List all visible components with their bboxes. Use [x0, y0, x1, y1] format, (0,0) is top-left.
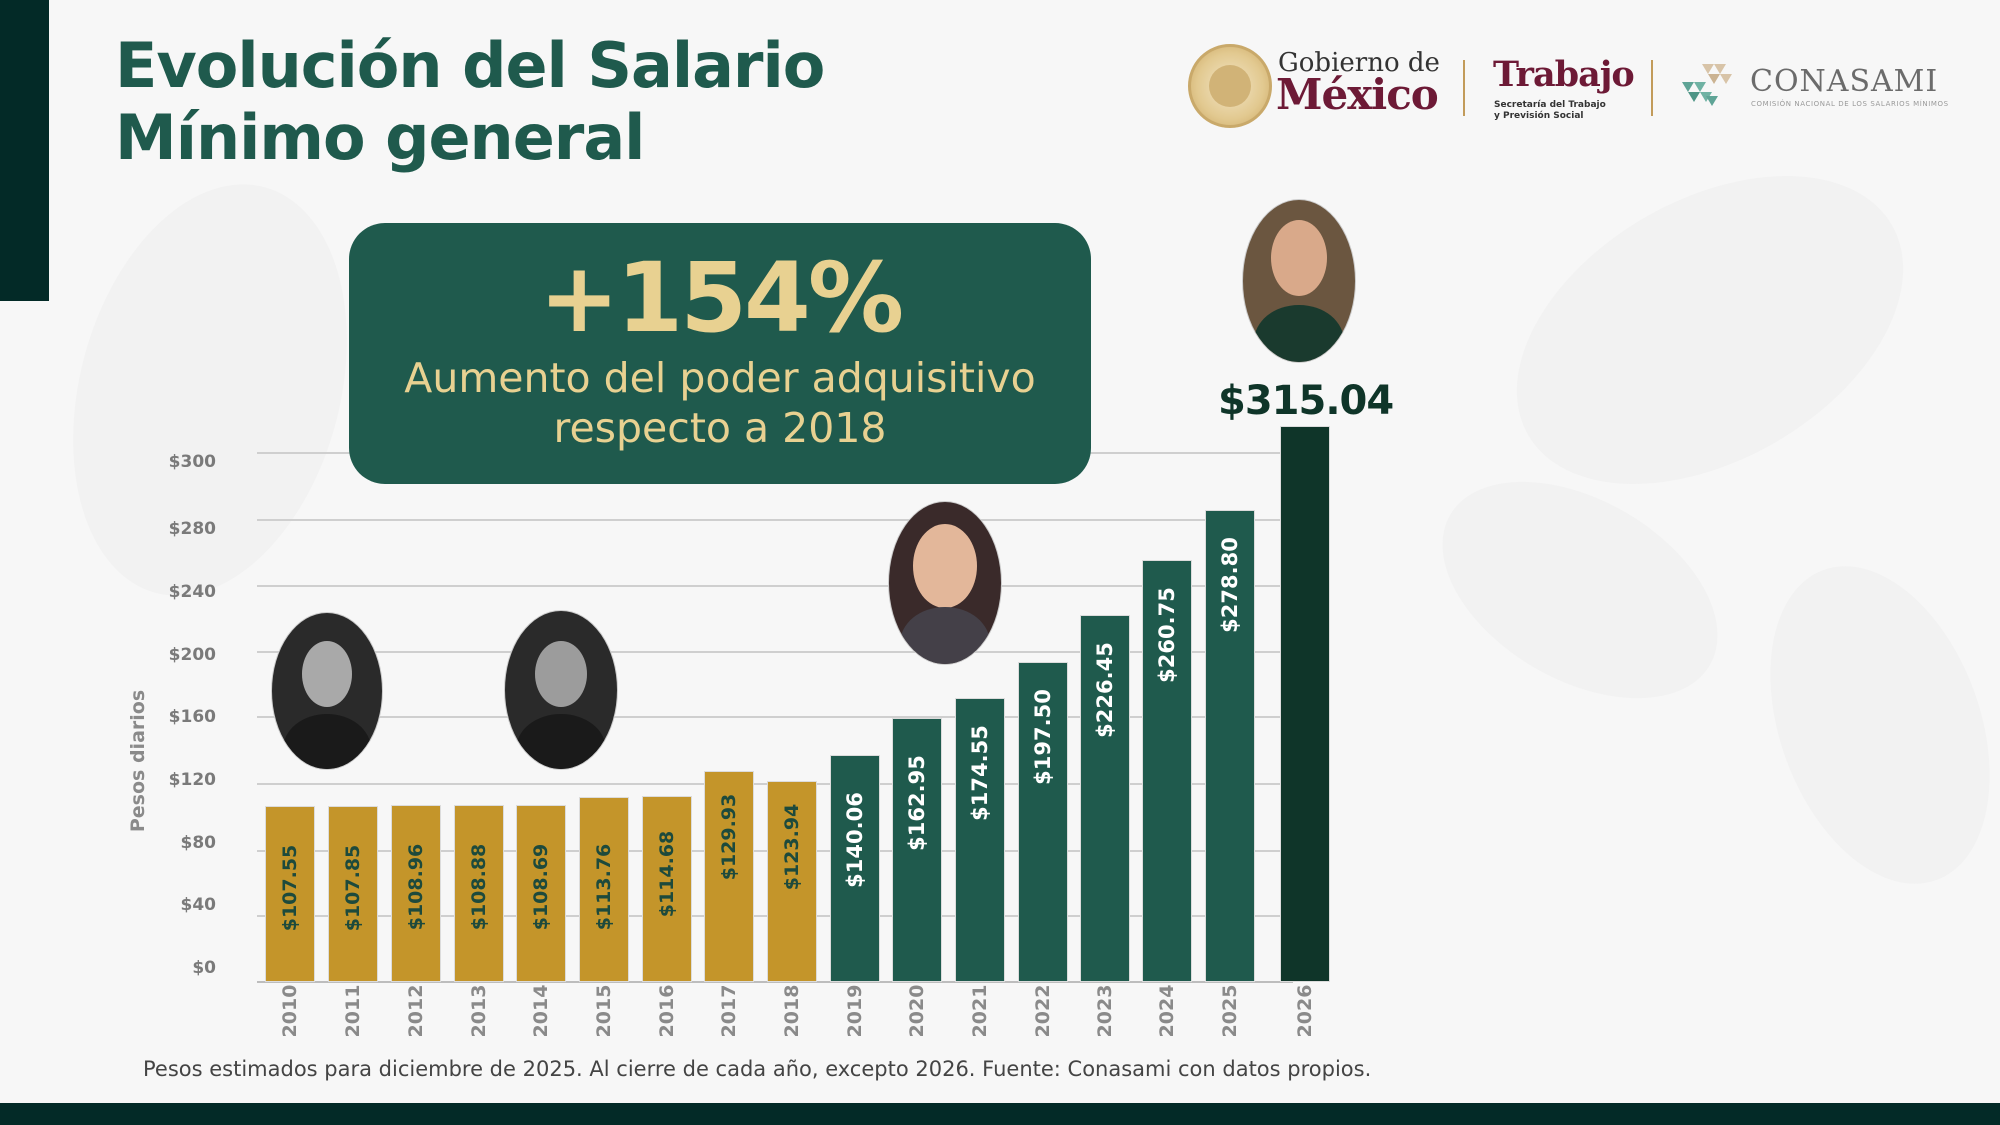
gridline	[257, 585, 1297, 587]
bar-value-label: $174.55	[968, 725, 992, 821]
bar-2013: $108.88	[454, 805, 504, 982]
bar-2026	[1280, 426, 1330, 982]
trabajo-logo: Trabajo	[1493, 54, 1635, 95]
bar-value-label: $113.76	[593, 843, 615, 931]
portrait-2010-2012	[271, 612, 383, 770]
bar-value-label: $108.96	[405, 843, 427, 931]
bar-2020: $162.95	[892, 718, 942, 982]
x-tick: 2012	[405, 984, 427, 1038]
bar-value-label: $108.69	[530, 843, 552, 931]
bar-value-label: $108.88	[468, 843, 490, 931]
bar-2015: $113.76	[579, 797, 629, 982]
bar-2014: $108.69	[516, 805, 566, 982]
x-tick: 2026	[1294, 984, 1316, 1038]
mexico-label: México	[1276, 70, 1439, 119]
callout-line-2: respecto a 2018	[553, 404, 887, 452]
bar-2017: $129.93	[704, 771, 754, 982]
bar-value-label: $107.85	[342, 844, 364, 932]
gridline	[257, 716, 1297, 718]
title-line-1: Evolución del Salario	[115, 29, 825, 102]
bar-value-label: $114.68	[656, 830, 678, 918]
y-axis-label: Pesos diarios	[127, 689, 149, 833]
trabajo-subtitle-line-1: Secretaría del Trabajo	[1494, 100, 1606, 110]
bar-2023: $226.45	[1080, 615, 1130, 982]
bar-value-label: $123.94	[781, 803, 803, 891]
y-tick: $200	[168, 645, 216, 665]
bar-2019: $140.06	[830, 755, 880, 982]
gridline	[257, 519, 1297, 521]
bar-2016: $114.68	[642, 796, 692, 982]
header-logos: Gobierno de México Trabajo Secretaría de…	[1188, 42, 1948, 132]
bar-2024: $260.75	[1142, 560, 1192, 982]
bottom-accent-bar	[0, 1103, 2000, 1125]
x-tick: 2021	[969, 984, 991, 1038]
highlight-value-2026: $315.04	[1218, 378, 1394, 424]
y-tick: $280	[168, 519, 216, 539]
x-tick: 2011	[342, 984, 364, 1038]
portrait-2013-2018	[504, 610, 618, 770]
coat-of-arms-icon	[1188, 44, 1272, 128]
x-tick: 2019	[844, 984, 866, 1038]
y-tick: $40	[180, 895, 217, 915]
bar-2021: $174.55	[955, 698, 1005, 982]
bar-2025: $278.80	[1205, 510, 1255, 982]
bar-value-label: $129.93	[718, 793, 740, 881]
y-tick: $0	[192, 958, 216, 978]
title-line-2: Mínimo general	[115, 101, 645, 174]
left-accent-bar	[0, 0, 49, 301]
callout-line-1: Aumento del poder adquisitivo	[404, 354, 1036, 402]
trabajo-subtitle: Secretaría del Trabajo y Previsión Socia…	[1494, 100, 1614, 122]
x-tick: 2025	[1219, 984, 1241, 1038]
bar-2011: $107.85	[328, 806, 378, 982]
y-tick: $120	[168, 770, 216, 790]
x-tick: 2024	[1156, 984, 1178, 1038]
gobierno-label: Gobierno de	[1278, 48, 1440, 78]
x-tick: 2016	[656, 984, 678, 1038]
conasami-icon	[1682, 64, 1732, 106]
gridline	[257, 651, 1297, 653]
bar-value-label: $278.80	[1218, 537, 1242, 633]
logo-divider	[1651, 60, 1653, 116]
x-tick: 2010	[279, 984, 301, 1038]
conasami-subtitle: COMISIÓN NACIONAL DE LOS SALARIOS MÍNIMO…	[1751, 100, 1949, 108]
portrait-2025-2026	[1242, 199, 1356, 363]
y-tick: $160	[168, 707, 216, 727]
trabajo-subtitle-line-2: y Previsión Social	[1494, 111, 1584, 121]
x-axis-line	[257, 981, 1293, 983]
bar-value-label: $162.95	[905, 755, 929, 851]
bar-value-label: $140.06	[843, 792, 867, 888]
source-footnote: Pesos estimados para diciembre de 2025. …	[143, 1057, 1372, 1081]
bar-value-label: $107.55	[279, 844, 301, 932]
x-tick: 2022	[1032, 984, 1054, 1038]
purchasing-power-callout: +154% Aumento del poder adquisitivo resp…	[349, 223, 1091, 484]
bar-2022: $197.50	[1018, 662, 1068, 982]
x-tick: 2015	[593, 984, 615, 1038]
y-tick: $240	[168, 582, 216, 602]
page-title: Evolución del Salario Mínimo general	[115, 29, 825, 174]
x-tick: 2023	[1094, 984, 1116, 1038]
bar-value-label: $226.45	[1093, 642, 1117, 738]
bar-2010: $107.55	[265, 806, 315, 982]
y-tick: $80	[180, 833, 217, 853]
logo-divider	[1463, 60, 1465, 116]
callout-value: +154%	[538, 242, 904, 354]
bar-value-label: $197.50	[1031, 689, 1055, 785]
y-tick: $300	[168, 452, 216, 472]
bar-2012: $108.96	[391, 805, 441, 982]
x-tick: 2013	[468, 984, 490, 1038]
x-tick: 2017	[718, 984, 740, 1038]
x-tick: 2018	[781, 984, 803, 1038]
conasami-logo: CONASAMI	[1750, 64, 1939, 99]
x-tick: 2020	[906, 984, 928, 1038]
portrait-2019-2024	[888, 501, 1002, 665]
bar-value-label: $260.75	[1155, 587, 1179, 683]
x-tick: 2014	[530, 984, 552, 1038]
bar-2018: $123.94	[767, 781, 817, 982]
